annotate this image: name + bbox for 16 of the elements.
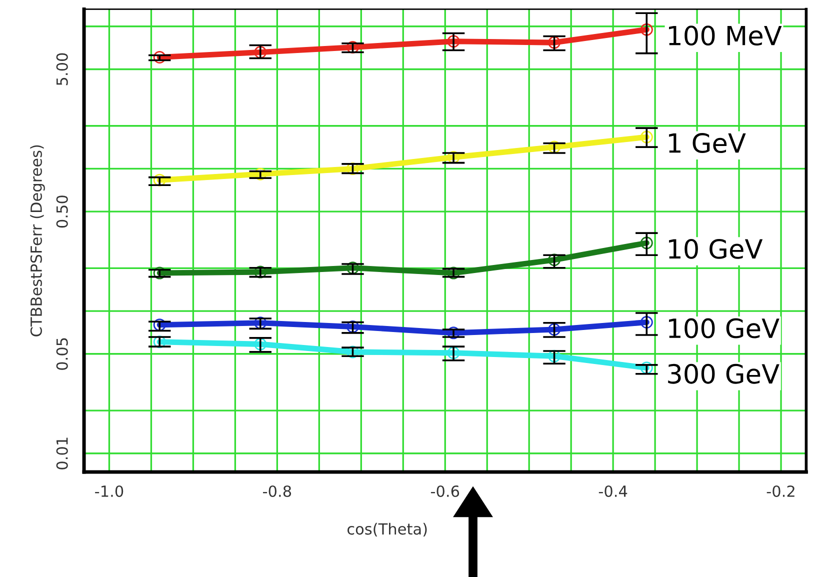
y-tick-label: 0.05 (56, 338, 68, 370)
series-label: 100 GeV (669, 318, 780, 338)
series-label: 10 GeV (669, 238, 763, 259)
y-tick-label: 0.01 (56, 438, 68, 470)
y-axis-title: CTBBestPSFerr (Degrees) (30, 145, 45, 336)
x-tick-label: -0.2 (766, 485, 794, 498)
series-label: 100 MeV (669, 26, 782, 46)
series-label: 1 GeV (669, 133, 746, 154)
y-tick-label: 0.50 (56, 196, 68, 228)
x-tick-label: -0.8 (263, 485, 292, 498)
x-axis-title: cos(Theta) (347, 522, 427, 537)
x-tick-label: -1.0 (95, 485, 124, 498)
series-label: 300 GeV (668, 364, 780, 384)
x-tick-label: -0.4 (598, 485, 628, 498)
y-tick-label: 5.00 (56, 53, 68, 86)
x-tick-label: -0.6 (430, 485, 460, 498)
